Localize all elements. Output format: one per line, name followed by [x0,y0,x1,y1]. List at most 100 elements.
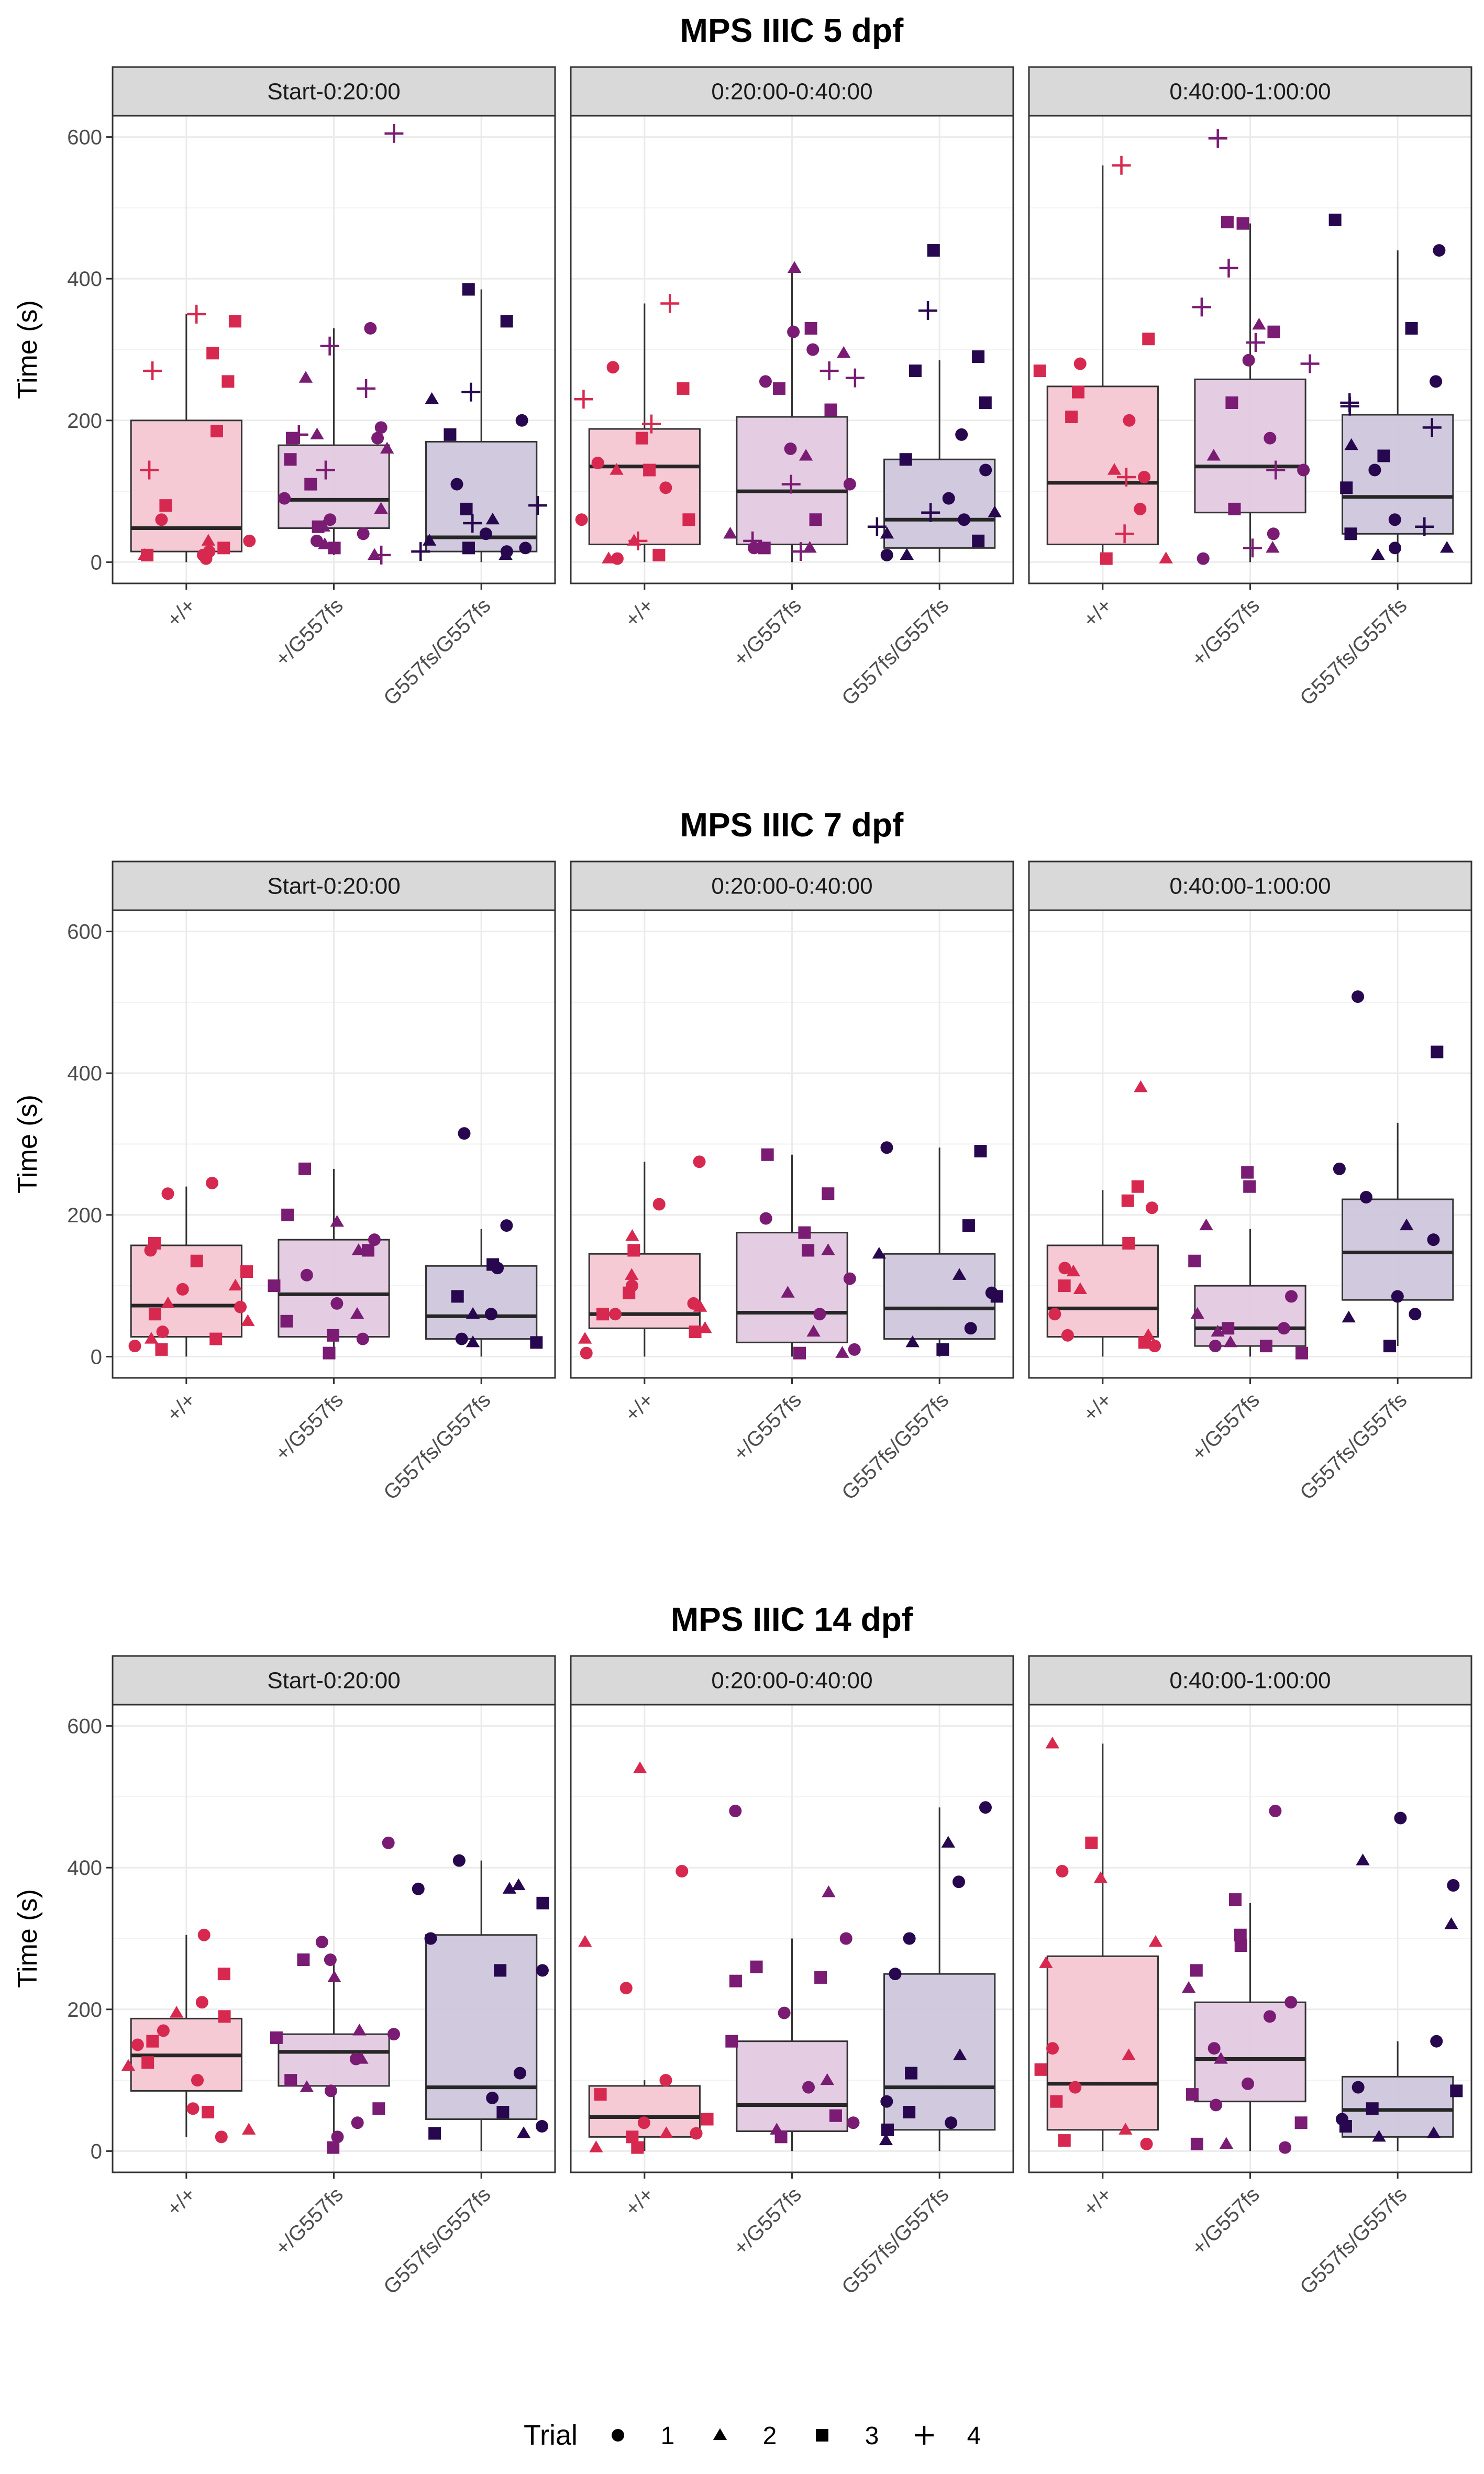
data-point [1093,1871,1108,1883]
data-point [217,1968,230,1981]
facet-strip [570,1655,1014,1706]
facet-strip [112,860,556,911]
data-point [610,463,624,475]
data-point [1243,538,1262,558]
data-point [806,1324,821,1337]
data-point [1266,540,1280,553]
data-point [310,427,324,439]
data-point [327,2141,340,2154]
data-point [357,379,376,398]
data-point [312,520,325,533]
data-point [121,2059,136,2071]
data-point [197,1928,211,1941]
data-point [1134,502,1147,515]
data-point [284,453,297,466]
data-point [758,542,771,555]
data-point [761,1148,774,1161]
data-point [836,346,851,358]
data-point [1447,1879,1460,1892]
data-point [843,478,856,491]
data-point [798,1226,811,1239]
data-point [1297,463,1310,477]
data-point [660,294,680,313]
data-point [1440,540,1454,553]
data-point [1279,2141,1292,2154]
data-point [1118,2123,1133,2135]
data-point [458,1127,471,1140]
data-point [625,1268,639,1280]
data-point [1138,1336,1151,1349]
data-point [953,1875,966,1888]
data-point [759,375,772,388]
data-point [958,513,971,526]
data-point [324,1953,337,1967]
data-point [350,1307,364,1319]
data-point [536,1964,549,1977]
data-point [241,2123,256,2135]
data-point [195,1996,208,2009]
data-point [486,2091,499,2104]
data-point [677,382,690,395]
data-point [822,1187,835,1200]
data-point [1209,1340,1222,1353]
data-point [1138,471,1151,484]
data-point [626,2130,639,2144]
data-point [455,1332,468,1345]
data-point [1186,2088,1199,2101]
data-point [351,2116,364,2129]
data-point [484,1308,497,1321]
data-point [297,1953,310,1967]
data-point [157,2024,170,2037]
y-tick-label: 400 [67,1857,102,1880]
box [1342,414,1454,535]
data-point [1294,2116,1308,2129]
facet-label: Start-0:20:00 [267,79,400,105]
data-point [536,1896,549,1909]
data-point [1107,463,1122,475]
data-point [270,2031,283,2044]
data-point [659,2126,673,2138]
y-tick-label: 400 [67,1062,102,1085]
data-point [814,1971,827,1984]
panel-border [1028,115,1472,584]
y-tick-label: 600 [67,126,102,149]
data-point [1121,1194,1134,1207]
data-point [143,361,162,381]
facet-panel: Start-0:20:00+/+ +/G557fs G557fs/G557fs020… [67,66,556,710]
data-point [528,496,548,515]
data-point [1356,1853,1370,1865]
data-point [1100,552,1113,565]
group-+/+: +/+ [121,1928,256,2221]
data-point [843,1272,856,1285]
data-point [791,542,811,561]
chart-title: MPS IIIC 14 dpf [671,1600,913,1638]
data-point [809,513,822,526]
data-point [315,1936,328,1949]
data-point [903,2105,916,2118]
data-point [725,2035,738,2048]
data-point [140,460,159,480]
data-point [1339,2120,1352,2133]
data-point [964,1322,977,1335]
data-point [698,1321,712,1333]
data-point [972,350,985,363]
data-point [1208,129,1227,148]
legend-key-cross [915,2426,934,2445]
data-point [1394,1812,1407,1825]
legend: Trial 1 2 3 4 [524,2420,981,2451]
facet-strip [570,66,1014,117]
data-point [881,2123,894,2136]
data-point [1366,2102,1379,2115]
data-point [424,1932,437,1945]
data-point [1340,396,1359,416]
data-point [784,442,797,455]
data-point [240,1265,253,1278]
data-point [945,2116,958,2129]
data-point [148,1236,161,1250]
data-point [460,502,473,515]
data-point [280,1315,293,1328]
data-point [330,1214,344,1227]
data-point [1242,354,1255,367]
data-point [578,1332,592,1344]
data-point [1284,1996,1298,2009]
